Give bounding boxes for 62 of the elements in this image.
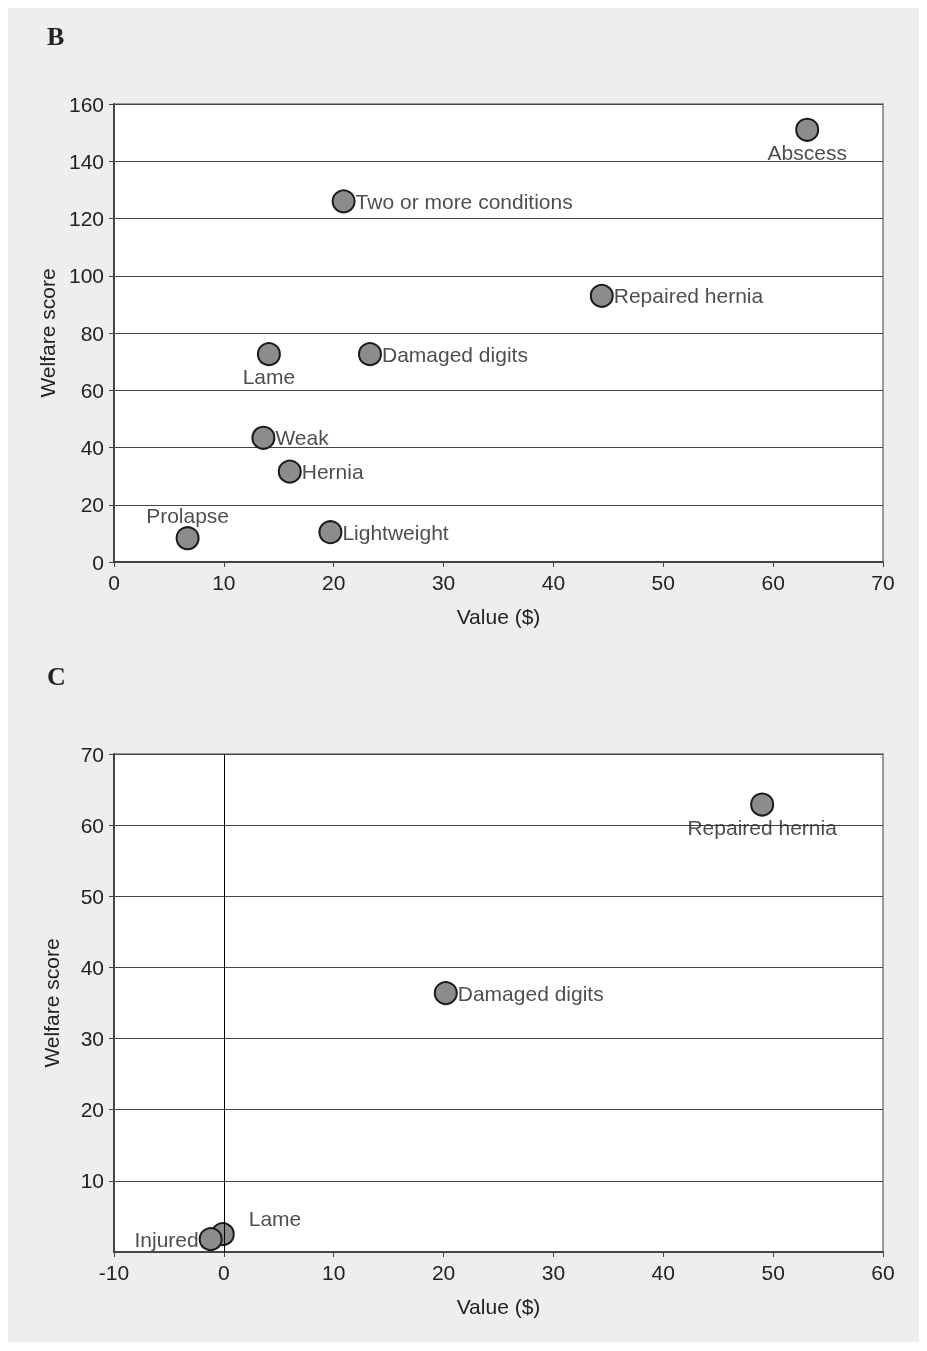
- y-tick-label: 20: [80, 493, 104, 517]
- annotation: Injured: [134, 1227, 199, 1251]
- x-tick-label: 20: [431, 1261, 456, 1284]
- x-axis-title: Value ($): [456, 605, 541, 628]
- annotation: Lame: [242, 365, 296, 389]
- point: [331, 189, 356, 214]
- point: [277, 459, 302, 484]
- y-tick-label: 50: [80, 884, 104, 908]
- point: [750, 792, 775, 817]
- point: [357, 342, 382, 367]
- y-tick-label: 30: [80, 1027, 104, 1051]
- point: [251, 425, 276, 450]
- annotation: Hernia: [301, 460, 364, 484]
- chart-title: B: [47, 21, 65, 51]
- annotation: Lightweight: [342, 520, 449, 544]
- point: [175, 526, 200, 551]
- x-tick-label: 0: [108, 571, 120, 594]
- y-tick-label: 70: [80, 742, 104, 766]
- y-tick-label: 60: [80, 378, 104, 402]
- x-tick-label: 40: [651, 1261, 675, 1284]
- y-tick-label: 40: [80, 436, 104, 459]
- y-tick-label: 100: [68, 264, 104, 288]
- y-tick-label: 40: [80, 955, 104, 979]
- point: [433, 981, 458, 1006]
- y-tick-label: 160: [68, 92, 104, 116]
- point: [256, 342, 281, 367]
- y-tick-label: 120: [68, 207, 104, 230]
- annotation: Damaged digits: [381, 342, 528, 366]
- x-tick-label: 0: [218, 1261, 230, 1284]
- chart-title: C: [47, 661, 66, 691]
- x-tick-label: 30: [541, 1261, 566, 1284]
- y-tick-label: 20: [80, 1098, 104, 1122]
- y-tick-label: 0: [92, 550, 104, 574]
- y-axis-title: Welfare score: [40, 938, 63, 1068]
- annotation: Weak: [275, 426, 330, 450]
- annotation: Two or more conditions: [355, 189, 573, 213]
- x-tick-label: -10: [98, 1261, 130, 1284]
- y-axis-title: Welfare score: [36, 268, 60, 398]
- x-tick-label: 40: [541, 571, 566, 594]
- y-tick-label: 80: [80, 321, 104, 345]
- point: [198, 1227, 223, 1252]
- point: [589, 283, 614, 308]
- x-tick-label: 10: [212, 571, 236, 594]
- y-tick-label: 10: [80, 1169, 104, 1193]
- x-tick-label: 10: [322, 1261, 346, 1284]
- y-tick-label: 140: [68, 149, 104, 173]
- annotation: Lame: [248, 1207, 302, 1231]
- annotation: Repaired hernia: [613, 284, 764, 308]
- x-tick-label: 70: [871, 571, 895, 594]
- y-tick-label: 60: [80, 813, 104, 837]
- x-axis-title: Value ($): [456, 1295, 541, 1318]
- x-tick-label: 50: [651, 571, 675, 594]
- x-tick-label: 20: [322, 571, 346, 594]
- point: [795, 117, 820, 142]
- point: [318, 520, 343, 545]
- x-tick-label: 30: [431, 571, 456, 594]
- x-tick-label: 50: [761, 1261, 785, 1284]
- annotation: Prolapse: [146, 504, 230, 528]
- x-tick-label: 60: [761, 571, 785, 594]
- x-tick-label: 60: [871, 1261, 895, 1284]
- annotation: Abscess: [767, 140, 847, 164]
- annotation: Damaged digits: [457, 981, 604, 1005]
